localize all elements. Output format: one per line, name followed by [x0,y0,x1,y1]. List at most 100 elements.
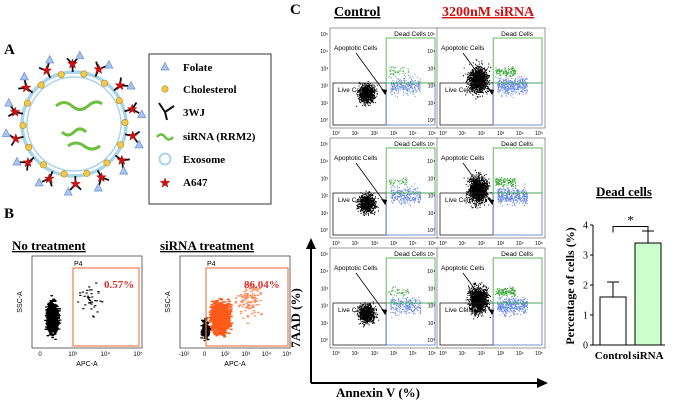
cholesterol-marker [19,122,27,129]
plot-frame [329,137,439,239]
sirna-strand-1 [55,100,103,111]
chart-y-label: Percentage of cells (%) [563,227,577,344]
arrowhead [381,89,388,95]
x-tick-label: 10¹ [352,241,360,247]
x-tick-label: 10⁰ [332,131,340,137]
circle-icon [161,85,169,93]
y-tick-label: 10⁴ [320,159,328,165]
folate-marker [119,166,129,175]
y-tick-label: 10⁵ [320,252,328,258]
x-tick-label: 10⁰ [439,241,447,247]
arrow-live [470,304,478,310]
legend-item-a647: A647 [159,177,208,189]
x-tick-label: 10⁵ [428,241,436,247]
y-tick-label: 10¹ [428,211,436,217]
dead-cell-events [495,286,516,298]
plot-frame [436,247,546,349]
arrowhead [488,199,495,205]
y-tick-label: 10⁵ [320,142,328,148]
gate-dead [385,37,436,84]
event-cloud [464,282,492,320]
legend-item-3wj: 3WJ [158,102,206,121]
event-cloud [44,295,62,341]
y-axis-label: SSC-A [165,291,172,313]
x-tick-label: 10⁵ [133,351,143,358]
folate-marker [93,183,103,192]
x-tick-label: 10⁵ [535,351,543,357]
label-apoptotic-cells: Apoptotic Cells [441,45,485,52]
x-tick-label: 10³ [497,241,505,247]
dead-cell-events [495,66,517,78]
x-tick-label: 10³ [390,351,398,357]
y-tick-label: 10³ [428,176,436,182]
x-tick-label: 10² [371,131,379,137]
early-apoptotic-events [390,296,422,319]
x-tick-label: 10⁴ [409,131,417,137]
label-live-cells: Live Cells [338,87,367,94]
dead-cell-events [389,177,408,188]
arrow-live [363,84,371,90]
panel-letter-b: B [4,206,14,222]
y-tick-label: 10² [321,304,329,310]
a647-marker [10,133,21,144]
cholesterol-marker [117,141,125,149]
label-dead-cells: Dead Cells [501,141,534,148]
gate-dead [492,257,543,304]
svg-text:Exosome: Exosome [183,154,225,166]
label-live-cells: Live Cells [445,307,474,314]
y-tick-label: 10³ [321,66,329,72]
y-tick-label: 10⁰ [320,228,328,234]
y-tick-label: 10⁰ [320,338,328,344]
panel-letter-a: A [4,42,15,58]
gate-dead [492,37,543,84]
y-tick-label: 10⁵ [427,32,435,38]
exosome-illustration [1,50,147,196]
x-tick-label: 10⁴ [516,131,524,137]
flow-plot-sirna-treatment: P4 86.04% SSC-A APC-A -10² 0 10² 10³ 10⁴ 10⁵ [165,255,292,368]
plot-frame [436,27,546,129]
label-live-cells: Live Cells [445,197,474,204]
x-tick-label: 0 [203,352,207,358]
x-tick-label: 10¹ [459,241,467,247]
panel-letter-c: C [290,2,301,18]
three-way-junction-icon [158,102,175,121]
y-tick-label: 4 [583,221,588,232]
arrow-apoptotic [355,162,386,204]
flow-b-title-2: siRNA treatment [160,238,255,253]
folate-marker [126,81,136,90]
cholesterol-marker [101,79,109,87]
y-tick-label: 10⁰ [320,118,328,124]
significance-bracket [612,226,649,233]
bar-sirna [634,242,662,346]
arrow-apoptotic [462,272,493,314]
x-tick-label: 10¹ [459,351,467,357]
y-tick-label: 10⁰ [427,338,435,344]
legend-item-cholesterol: Cholesterol [161,84,237,96]
x-tick-label: 10² [478,241,486,247]
wave-icon [155,133,175,141]
x-tick-label: 10⁴ [101,351,111,358]
arrow-live [363,194,371,200]
y-tick-label: 10¹ [428,321,436,327]
x-tick-label: 10⁰ [439,351,447,357]
flow-plot-no-treatment: P4 0.57% SSC-A APC-A 0 10³ 10⁴ 10⁵ [17,255,143,368]
arrow-apoptotic [462,162,493,204]
gate-dead [492,147,543,194]
col-title-control: Control [334,5,381,20]
gate-p4 [205,267,289,347]
plot-frame [436,137,546,239]
cholesterol-marker [115,97,123,105]
label-apoptotic-cells: Apoptotic Cells [334,265,378,272]
gate-dead [385,257,436,304]
y-tick-label: 10⁵ [427,252,435,258]
y-tick-label: 10² [428,304,436,310]
x-tick-label: 10² [478,131,486,137]
cholesterol-marker [103,159,111,167]
y-tick-label: 10⁴ [320,49,328,55]
cholesterol-marker [121,119,129,126]
y-tick-label: 10³ [428,66,436,72]
cholesterol-marker [37,81,45,89]
